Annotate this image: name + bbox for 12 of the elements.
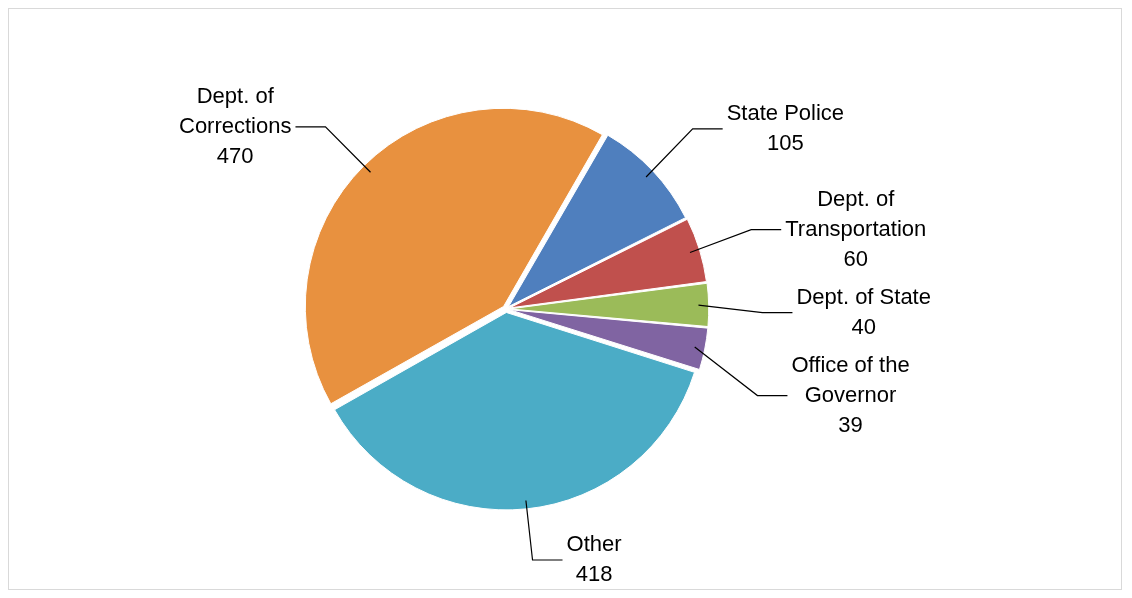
data-label: 39 [838, 411, 863, 437]
slice-label: Other [566, 531, 622, 557]
data-label: 105 [767, 130, 804, 156]
slice-label: Dept. of Corrections [178, 82, 292, 138]
slice-label: Dept. of State [796, 283, 931, 309]
data-label: 60 [843, 245, 868, 271]
data-label: 470 [216, 142, 254, 168]
data-label: 40 [851, 313, 876, 339]
data-label: 418 [575, 561, 613, 587]
slice-label: Office of the Governor [791, 351, 910, 407]
slice-label: State Police [726, 100, 845, 126]
slice-label: Dept. of Transportation [785, 185, 927, 241]
